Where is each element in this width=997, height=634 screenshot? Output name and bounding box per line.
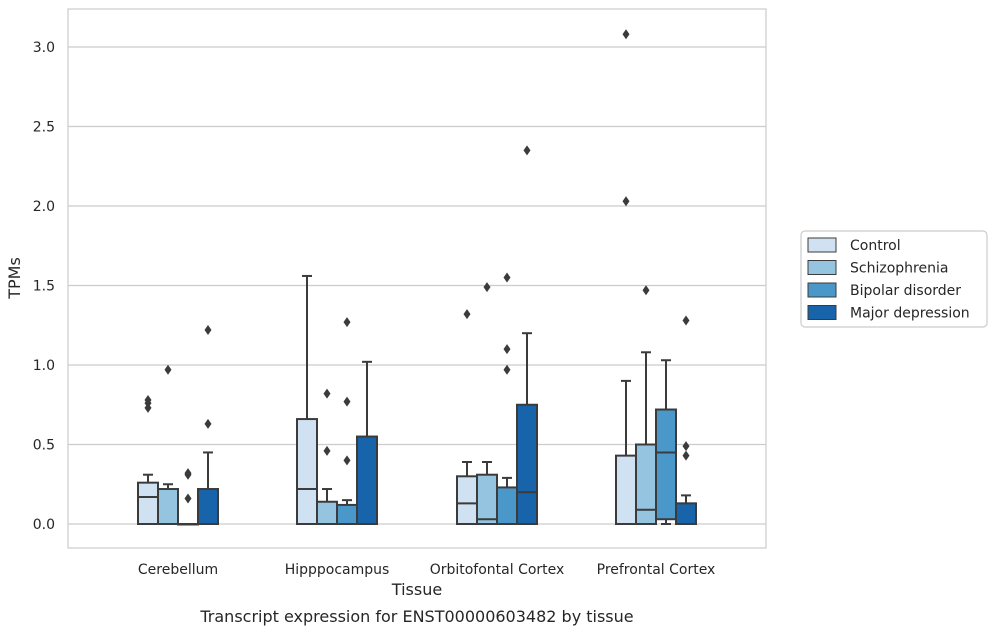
outlier-point: [503, 344, 511, 355]
x-tick-label: Cerebellum: [138, 562, 218, 578]
outlier-point: [323, 445, 331, 456]
outlier-point: [523, 145, 531, 156]
box-body: [137, 481, 159, 526]
box-0-2: [456, 309, 478, 525]
box-1-0: [157, 364, 179, 525]
y-tick-label: 2.5: [33, 120, 55, 136]
box-body: [635, 443, 657, 525]
plot-frame: [67, 8, 767, 549]
box-1-2: [476, 282, 498, 525]
outlier-point: [503, 272, 511, 283]
outlier-point: [682, 315, 690, 326]
outlier-point: [343, 455, 351, 466]
outlier-point: [642, 285, 650, 296]
outlier-point: [682, 441, 690, 452]
box-body: [675, 502, 697, 525]
x-axis-label: Tissue: [391, 580, 442, 599]
outlier-point: [463, 309, 471, 320]
legend-swatch: [807, 282, 837, 298]
box-body: [516, 403, 538, 525]
legend-swatch: [807, 260, 837, 275]
outlier-point: [204, 418, 212, 429]
legend-label: Control: [850, 238, 901, 254]
box-3-0: [197, 325, 219, 525]
box-body: [655, 408, 677, 521]
outlier-point: [144, 394, 152, 405]
legend: Control Schizophrenia Bipolar disorder Majo…: [800, 230, 988, 328]
plot-boxes: [137, 29, 697, 526]
outlier-point: [483, 282, 491, 293]
y-tick-label: 1.0: [33, 358, 55, 374]
y-tick-label: 1.5: [33, 279, 55, 295]
chart-title: Transcript expression for ENST0000060348…: [199, 607, 633, 626]
box-body: [496, 486, 518, 525]
box-body: [356, 435, 378, 525]
box-body: [197, 488, 219, 525]
y-axis-label: TPMs: [5, 257, 24, 300]
y-tick-label: 0.0: [33, 517, 55, 533]
x-tick-labels: Cerebellum Hipppocampus Orbitofontal Corte…: [138, 562, 715, 578]
box-body: [296, 418, 318, 525]
legend-frame: [800, 230, 988, 328]
outlier-point: [622, 196, 630, 207]
y-tick-label: 3.0: [33, 40, 55, 56]
box-3-3: [675, 315, 697, 525]
outlier-point: [184, 468, 192, 479]
y-tick-label: 2.0: [33, 199, 55, 215]
box-1-1: [316, 388, 338, 525]
y-tick-label: 0.5: [33, 438, 55, 454]
box-body: [157, 488, 179, 525]
box-3-2: [516, 145, 538, 525]
outlier-point: [343, 396, 351, 407]
outlier-point: [164, 364, 172, 375]
x-tick-label: Prefrontal Cortex: [597, 562, 716, 578]
box-body: [456, 475, 478, 525]
outlier-point: [204, 325, 212, 336]
box-body: [336, 503, 358, 526]
outlier-point: [682, 450, 690, 461]
x-tick-label: Hipppocampus: [285, 562, 390, 578]
legend-label: Bipolar disorder: [850, 283, 961, 299]
outlier-point: [343, 317, 351, 328]
box-1-3: [635, 285, 657, 525]
legend-swatch: [807, 237, 837, 253]
legend-label: Major depression: [850, 306, 970, 322]
box-0-0: [137, 394, 159, 526]
legend-label: Schizophrenia: [850, 261, 948, 277]
box-3-1: [356, 360, 378, 525]
outlier-point: [622, 29, 630, 40]
legend-swatch: [807, 305, 837, 320]
x-tick-label: Orbitofontal Cortex: [430, 562, 565, 578]
box-0-1: [296, 274, 318, 525]
box-body: [316, 500, 338, 525]
outlier-point: [323, 388, 331, 399]
box-2-3: [655, 359, 677, 525]
outlier-point: [184, 493, 192, 504]
y-tick-labels: 0.0 0.5 1.0 1.5 2.0 2.5 3.0: [33, 40, 55, 533]
outlier-point: [503, 364, 511, 375]
box-body: [476, 473, 498, 525]
box-body: [615, 454, 637, 526]
